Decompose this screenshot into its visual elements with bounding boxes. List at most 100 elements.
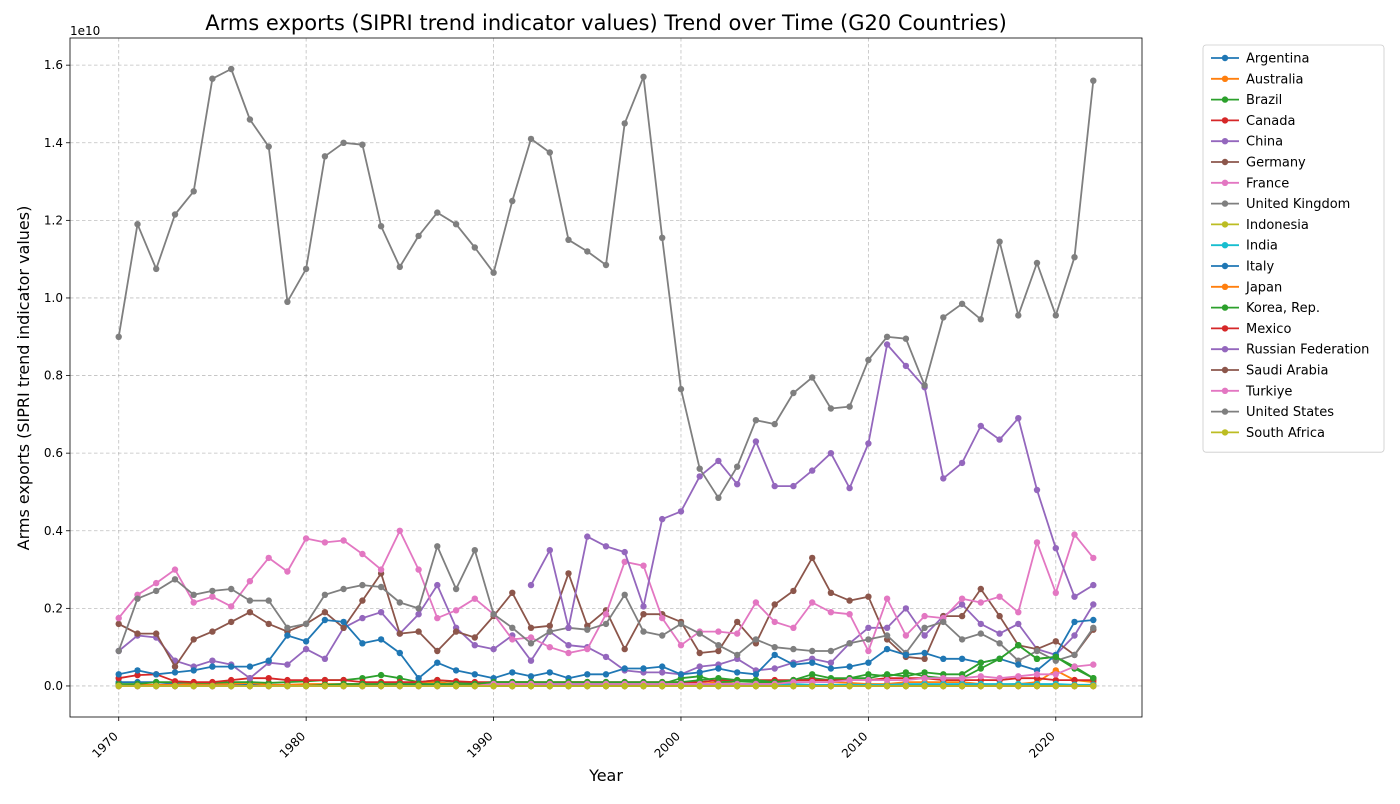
series-united-kingdom — [115, 543, 1097, 664]
data-point — [359, 614, 366, 622]
legend-label: Germany — [1246, 156, 1306, 171]
legend-label: United States — [1246, 405, 1334, 420]
data-point — [321, 539, 329, 546]
data-point — [883, 645, 891, 653]
data-point — [771, 644, 778, 651]
data-point — [790, 624, 797, 631]
data-point — [190, 682, 197, 690]
data-point — [640, 682, 647, 690]
data-point — [1090, 682, 1097, 690]
data-point — [546, 682, 553, 690]
data-point — [715, 628, 722, 635]
data-point — [940, 314, 947, 321]
data-point — [977, 673, 984, 680]
data-point — [153, 671, 160, 678]
data-point — [452, 682, 460, 690]
data-point — [171, 211, 179, 218]
legend-item: Brazil — [1211, 93, 1282, 108]
legend-marker — [1221, 346, 1229, 353]
data-point — [509, 589, 516, 596]
data-point — [134, 630, 141, 637]
data-point — [115, 614, 122, 622]
data-point — [883, 682, 891, 690]
data-point — [771, 651, 778, 659]
data-point — [321, 609, 329, 616]
data-point — [527, 657, 535, 664]
data-point — [865, 647, 872, 655]
data-point — [865, 659, 872, 666]
data-point — [434, 209, 441, 216]
data-point — [546, 149, 553, 156]
data-point — [209, 657, 216, 664]
data-point — [321, 682, 329, 690]
data-point — [883, 341, 891, 348]
data-point — [865, 636, 872, 643]
legend-label: Indonesia — [1246, 218, 1309, 233]
data-point — [302, 676, 310, 684]
data-point — [621, 682, 628, 690]
data-point — [490, 682, 497, 690]
data-point — [1015, 415, 1022, 422]
data-point — [865, 593, 872, 600]
series-italy — [115, 616, 1097, 682]
series-china — [115, 581, 1097, 682]
data-point — [584, 671, 591, 678]
data-point — [940, 655, 947, 662]
data-point — [115, 620, 122, 628]
data-point — [1015, 682, 1022, 690]
y-axis-scale-label: 1e10 — [70, 24, 100, 38]
data-point — [171, 682, 179, 690]
data-point — [471, 682, 478, 690]
y-tick-label: 0.6 — [44, 446, 63, 460]
data-point — [190, 188, 197, 195]
data-point — [921, 632, 928, 639]
data-point — [527, 624, 535, 631]
data-point — [490, 269, 497, 276]
data-point — [1071, 663, 1078, 670]
data-point — [602, 671, 610, 678]
data-point — [977, 620, 984, 628]
data-point — [209, 593, 216, 600]
data-point — [228, 585, 235, 593]
legend-marker — [1221, 242, 1229, 249]
y-tick-label: 0.4 — [44, 524, 63, 538]
data-point — [1090, 675, 1097, 682]
series-line — [118, 619, 1094, 680]
legend-marker — [1221, 138, 1229, 145]
legend-marker — [1221, 221, 1229, 228]
data-point — [696, 473, 703, 480]
data-point — [396, 263, 403, 271]
legend-item: Japan — [1211, 280, 1282, 295]
data-point — [377, 583, 385, 591]
data-point — [734, 463, 741, 470]
data-point — [284, 682, 291, 690]
y-tick-label: 1.0 — [44, 291, 63, 305]
data-point — [752, 671, 760, 678]
data-point — [171, 566, 179, 573]
data-point — [827, 682, 835, 690]
data-point — [396, 630, 403, 637]
y-axis: 0.0 0.2 0.4 0.6 0.8 1.0 1.2 1.4 1.6 — [44, 58, 70, 693]
data-point — [171, 678, 179, 685]
data-point — [1071, 682, 1078, 690]
data-point — [452, 667, 460, 674]
data-point — [584, 682, 591, 690]
data-point — [396, 649, 403, 657]
data-point — [209, 75, 216, 82]
legend-label: Korea, Rep. — [1246, 301, 1320, 316]
data-point — [752, 438, 760, 445]
legend-item: Saudi Arabia — [1211, 364, 1329, 379]
y-axis-label: Arms exports (SIPRI trend indicator valu… — [14, 206, 33, 551]
data-point — [302, 535, 310, 542]
data-point — [883, 624, 891, 631]
data-point — [846, 640, 853, 647]
data-point — [565, 236, 572, 243]
data-point — [471, 642, 478, 649]
data-point — [734, 669, 741, 676]
data-point — [640, 611, 647, 618]
data-point — [602, 543, 610, 550]
data-point — [771, 482, 778, 490]
data-point — [659, 614, 666, 622]
data-point — [940, 618, 947, 626]
